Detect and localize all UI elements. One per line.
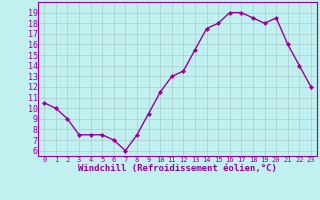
X-axis label: Windchill (Refroidissement éolien,°C): Windchill (Refroidissement éolien,°C) xyxy=(78,164,277,173)
